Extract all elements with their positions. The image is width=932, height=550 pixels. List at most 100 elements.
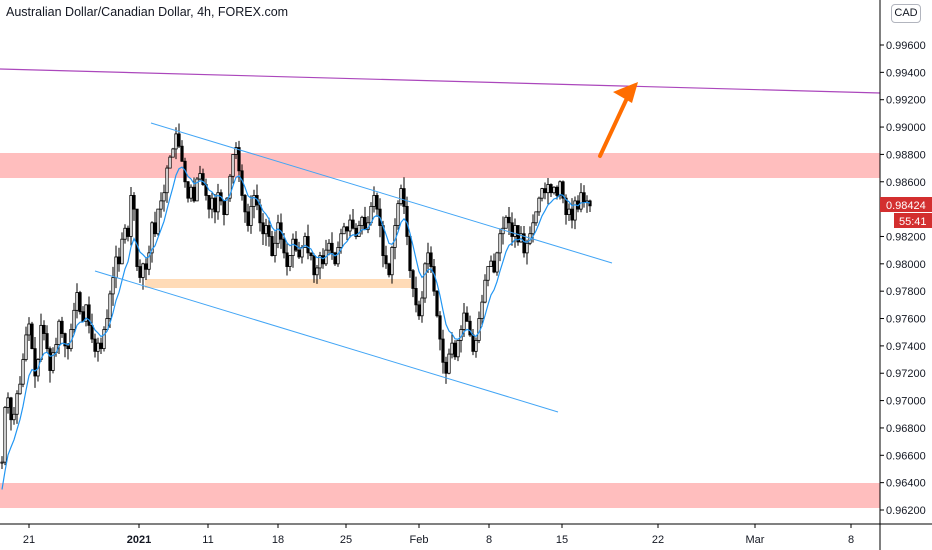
candle-down (441, 338, 445, 363)
candle-down (417, 304, 421, 317)
candle-down (267, 225, 271, 237)
candle-up (540, 188, 544, 199)
candle-up (228, 175, 232, 199)
candle-up (318, 255, 322, 269)
candle-down (213, 197, 217, 213)
resistance-trend-line[interactable] (0, 68, 881, 94)
candle-down (180, 145, 184, 162)
price-tick-label: 0.98800 (886, 149, 926, 161)
price-tick-label: 0.98000 (886, 259, 926, 271)
candle-down (186, 181, 190, 199)
candle-down (144, 263, 148, 270)
candle-down (138, 266, 142, 278)
last-price-tag: 0.98424 (880, 197, 932, 212)
time-tick-label: 11 (202, 534, 213, 546)
candle-up (108, 293, 112, 319)
candle-up (18, 383, 22, 395)
candle-up (531, 222, 535, 235)
candle-down (297, 249, 301, 258)
candle-up (420, 297, 424, 317)
candle-up (129, 195, 133, 237)
candle-up (102, 329, 106, 350)
price-tick-label: 0.96600 (886, 450, 926, 462)
candle-up (12, 413, 16, 421)
channel-upper-line[interactable] (150, 122, 613, 264)
candle-up (372, 195, 376, 207)
candle-up (567, 208, 571, 215)
candle-up (300, 247, 304, 258)
candle-up (189, 186, 193, 199)
candle-up (534, 211, 538, 224)
candle-up (573, 200, 577, 221)
candle-down (45, 333, 49, 350)
candle-up (396, 203, 400, 226)
candle-down (543, 188, 547, 194)
candle-down (387, 263, 391, 276)
candle-down (465, 312, 469, 322)
breakout-arrow-icon[interactable] (598, 82, 638, 158)
candle-up (3, 407, 7, 463)
candle-down (258, 204, 262, 224)
support-zone (0, 483, 880, 508)
candle-up (51, 352, 55, 371)
candle-down (207, 195, 211, 210)
candle-up (519, 233, 523, 243)
candle-down (471, 334, 475, 352)
candle-down (9, 397, 13, 421)
candle-down (285, 252, 289, 267)
candle-up (474, 340, 478, 352)
price-tick-label: 0.96200 (886, 505, 926, 517)
candle-down (132, 195, 136, 210)
candle-up (486, 266, 490, 281)
candle-up (57, 320, 61, 345)
currency-badge[interactable]: CAD (891, 4, 921, 23)
candle-down (309, 252, 313, 257)
time-tick-label: 18 (272, 534, 284, 546)
candle-up (423, 263, 427, 299)
candle-up (24, 334, 28, 360)
channel-lower-line[interactable] (94, 270, 559, 413)
candle-down (192, 186, 196, 202)
candle-up (234, 147, 238, 155)
candle-up (462, 312, 466, 330)
candle-down (432, 266, 436, 292)
candle-down (402, 188, 406, 207)
candle-down (117, 256, 121, 265)
candle-up (150, 222, 154, 254)
candle-up (120, 238, 124, 265)
candle-up (339, 233, 343, 248)
candle-down (333, 252, 337, 265)
time-axis[interactable]: 21 2021 11 18 25 Feb 8 15 22 Mar 8 (23, 524, 854, 546)
candle-down (507, 216, 511, 224)
price-tick-label: 0.97200 (886, 368, 926, 380)
candle-up (501, 227, 505, 235)
candle-down (177, 133, 181, 147)
candle-up (195, 178, 199, 202)
candle-up (6, 397, 10, 408)
price-tick-label: 0.99200 (886, 95, 926, 107)
countdown-label: 55:41 (899, 216, 927, 228)
time-tick-label: Feb (410, 534, 429, 546)
candle-up (456, 340, 460, 358)
time-tick-label: 22 (652, 534, 664, 546)
candle-up (360, 216, 364, 226)
candle-down (237, 147, 241, 172)
candle-up (105, 318, 109, 330)
candle-up (426, 252, 430, 265)
price-tick-label: 0.96400 (886, 478, 926, 490)
candle-up (483, 279, 487, 303)
candle-up (168, 156, 172, 169)
price-axis[interactable]: 0.99600 0.99400 0.99200 0.99000 0.98800 0.986… (880, 40, 926, 517)
candle-down (438, 315, 442, 340)
candle-up (390, 247, 394, 276)
candle-up (111, 277, 115, 295)
candle-up (171, 148, 175, 158)
candle-down (408, 236, 412, 272)
candle-down (564, 197, 568, 215)
candle-up (273, 242, 277, 257)
candle-down (33, 348, 37, 377)
candle-down (549, 184, 553, 194)
candle-down (60, 320, 64, 334)
candle-up (75, 292, 79, 311)
